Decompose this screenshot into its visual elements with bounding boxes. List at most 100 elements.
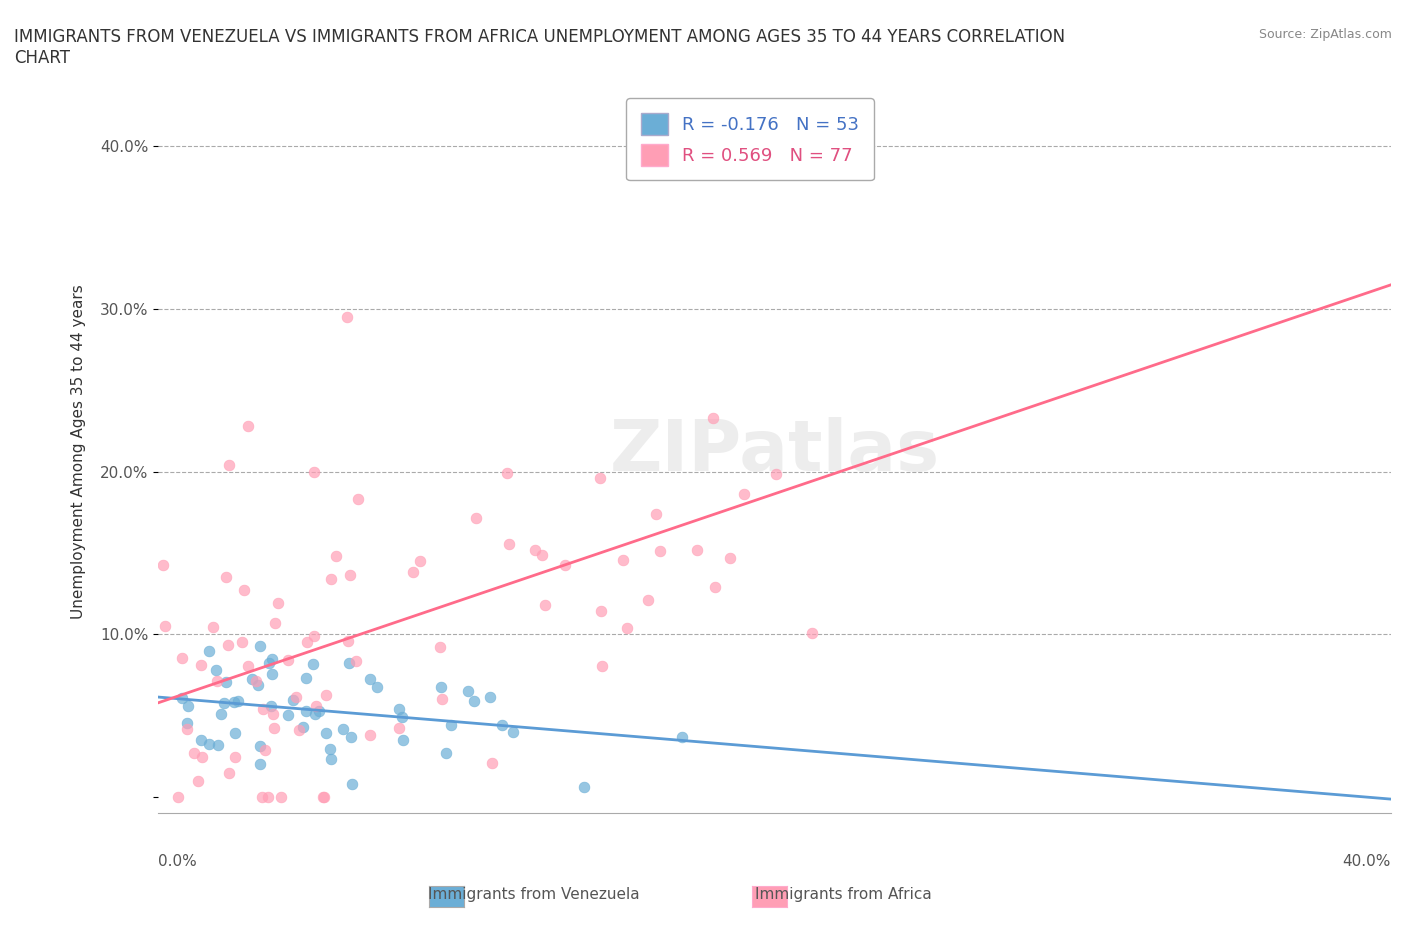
- Point: [429, 640, 451, 655]
- Text: Immigrants from Africa: Immigrants from Africa: [755, 887, 932, 902]
- Point: [765, 466, 787, 481]
- Point: [224, 694, 246, 709]
- Point: [245, 673, 267, 688]
- Point: [218, 765, 240, 780]
- Point: [270, 790, 292, 804]
- Point: [249, 639, 271, 654]
- Point: [305, 698, 328, 713]
- Point: [247, 678, 270, 693]
- Point: [231, 634, 253, 649]
- Point: [288, 723, 311, 737]
- Point: [388, 701, 411, 716]
- Point: [359, 671, 381, 686]
- Point: [295, 704, 318, 719]
- Point: [190, 733, 212, 748]
- Point: [457, 684, 479, 698]
- Point: [263, 721, 285, 736]
- Text: 40.0%: 40.0%: [1343, 854, 1391, 869]
- Point: [409, 553, 432, 568]
- Point: [252, 702, 274, 717]
- Text: IMMIGRANTS FROM VENEZUELA VS IMMIGRANTS FROM AFRICA UNEMPLOYMENT AMONG AGES 35 T: IMMIGRANTS FROM VENEZUELA VS IMMIGRANTS …: [14, 28, 1066, 67]
- Point: [828, 139, 851, 153]
- Point: [359, 728, 381, 743]
- Text: Source: ZipAtlas.com: Source: ZipAtlas.com: [1258, 28, 1392, 41]
- Legend: R = -0.176   N = 53, R = 0.569   N = 77: R = -0.176 N = 53, R = 0.569 N = 77: [626, 99, 873, 180]
- Point: [524, 543, 547, 558]
- Point: [257, 656, 280, 671]
- Point: [465, 511, 488, 525]
- Point: [236, 418, 259, 433]
- Point: [212, 696, 235, 711]
- Point: [218, 458, 240, 472]
- Point: [170, 650, 193, 665]
- Point: [319, 572, 342, 587]
- Point: [224, 750, 246, 764]
- Point: [249, 738, 271, 753]
- Point: [312, 790, 335, 804]
- Point: [589, 604, 612, 618]
- Point: [463, 694, 485, 709]
- Point: [262, 707, 284, 722]
- Point: [534, 598, 557, 613]
- Point: [481, 756, 503, 771]
- Point: [187, 774, 209, 789]
- Point: [260, 698, 283, 713]
- Point: [366, 679, 388, 694]
- Point: [478, 689, 501, 704]
- Point: [491, 717, 513, 732]
- Point: [498, 537, 520, 551]
- Point: [502, 725, 524, 740]
- Y-axis label: Unemployment Among Ages 35 to 44 years: Unemployment Among Ages 35 to 44 years: [72, 284, 86, 618]
- Point: [267, 595, 290, 610]
- Point: [650, 543, 672, 558]
- Point: [297, 634, 319, 649]
- Point: [170, 691, 193, 706]
- Text: ZIPatlas: ZIPatlas: [610, 417, 939, 485]
- Point: [260, 652, 283, 667]
- Point: [302, 657, 325, 671]
- Point: [198, 644, 221, 658]
- Point: [392, 732, 415, 747]
- Point: [308, 703, 330, 718]
- Point: [250, 790, 273, 804]
- Point: [240, 671, 263, 686]
- Point: [295, 671, 318, 685]
- Point: [340, 777, 363, 791]
- Point: [616, 621, 638, 636]
- Point: [292, 720, 315, 735]
- Point: [612, 553, 634, 568]
- Point: [177, 698, 200, 713]
- Point: [236, 658, 259, 673]
- Point: [387, 721, 409, 736]
- Point: [325, 549, 347, 564]
- Text: 0.0%: 0.0%: [159, 854, 197, 869]
- Point: [228, 694, 250, 709]
- Point: [277, 653, 299, 668]
- Point: [209, 707, 232, 722]
- Point: [302, 464, 325, 479]
- Point: [281, 693, 304, 708]
- Point: [574, 780, 596, 795]
- Point: [718, 551, 741, 565]
- Point: [315, 725, 337, 740]
- Point: [263, 616, 285, 631]
- Point: [319, 751, 342, 766]
- Point: [198, 737, 221, 751]
- Point: [302, 629, 325, 644]
- Point: [434, 746, 457, 761]
- Point: [336, 633, 359, 648]
- Point: [733, 486, 755, 501]
- Point: [337, 656, 360, 671]
- Point: [591, 658, 613, 673]
- Point: [304, 707, 326, 722]
- Point: [205, 673, 228, 688]
- Point: [153, 618, 176, 633]
- Point: [214, 569, 236, 584]
- Point: [277, 708, 299, 723]
- Point: [207, 737, 229, 752]
- Point: [589, 471, 612, 485]
- Point: [336, 310, 359, 325]
- Point: [440, 717, 463, 732]
- Point: [260, 666, 283, 681]
- Point: [205, 662, 228, 677]
